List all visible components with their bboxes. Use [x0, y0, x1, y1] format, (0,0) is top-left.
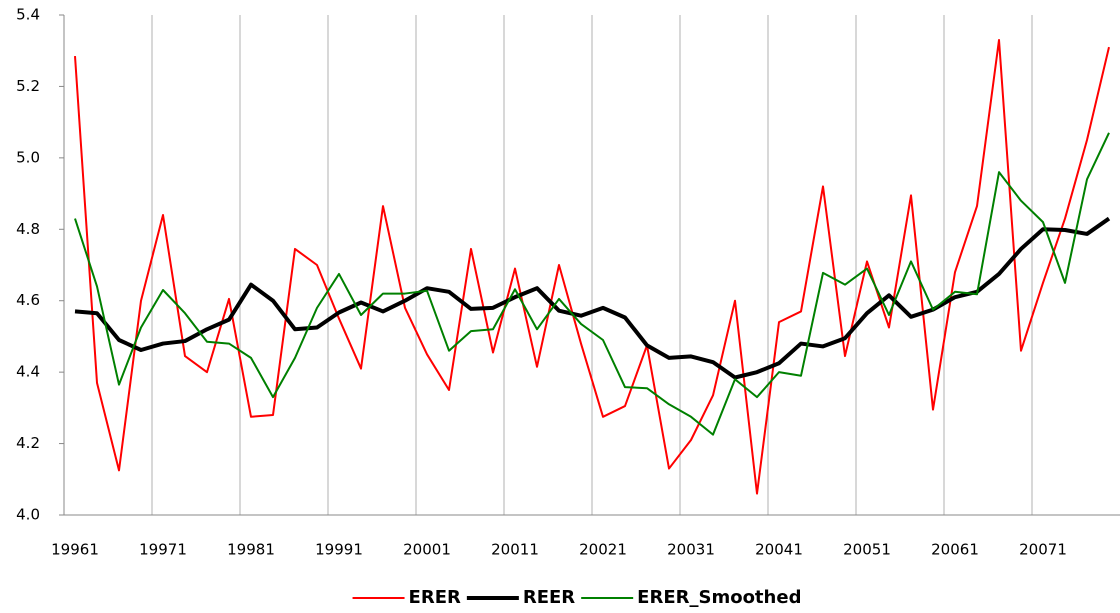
- y-tick-label: 5.4: [16, 6, 40, 24]
- series-line: [74, 132, 1110, 436]
- x-tick-label: 20071: [1019, 541, 1067, 559]
- y-tick-label: 4.4: [16, 363, 40, 381]
- x-tick-label: 20051: [843, 541, 891, 559]
- x-tick-label: 20001: [403, 541, 451, 559]
- x-tick-label: 19961: [51, 541, 99, 559]
- legend-label: ERER: [409, 587, 461, 608]
- y-tick-label: 4.8: [16, 220, 40, 238]
- x-tick-label: 19991: [315, 541, 363, 559]
- legend-label: REER: [523, 587, 575, 608]
- x-tick-label: 20031: [667, 541, 715, 559]
- x-tick-label: 19971: [139, 541, 187, 559]
- legend-label: ERER_Smoothed: [637, 587, 801, 608]
- series-line: [74, 39, 1110, 495]
- y-tick-label: 4.0: [16, 506, 40, 524]
- x-tick-label: 20021: [579, 541, 627, 559]
- x-tick-label: 20041: [755, 541, 803, 559]
- x-tick-label: 20061: [931, 541, 979, 559]
- y-tick-label: 5.2: [16, 77, 40, 95]
- y-tick-label: 4.2: [16, 434, 40, 452]
- y-tick-label: 5.0: [16, 148, 40, 166]
- x-tick-label: 20011: [491, 541, 539, 559]
- y-tick-label: 4.6: [16, 291, 40, 309]
- x-tick-label: 19981: [227, 541, 275, 559]
